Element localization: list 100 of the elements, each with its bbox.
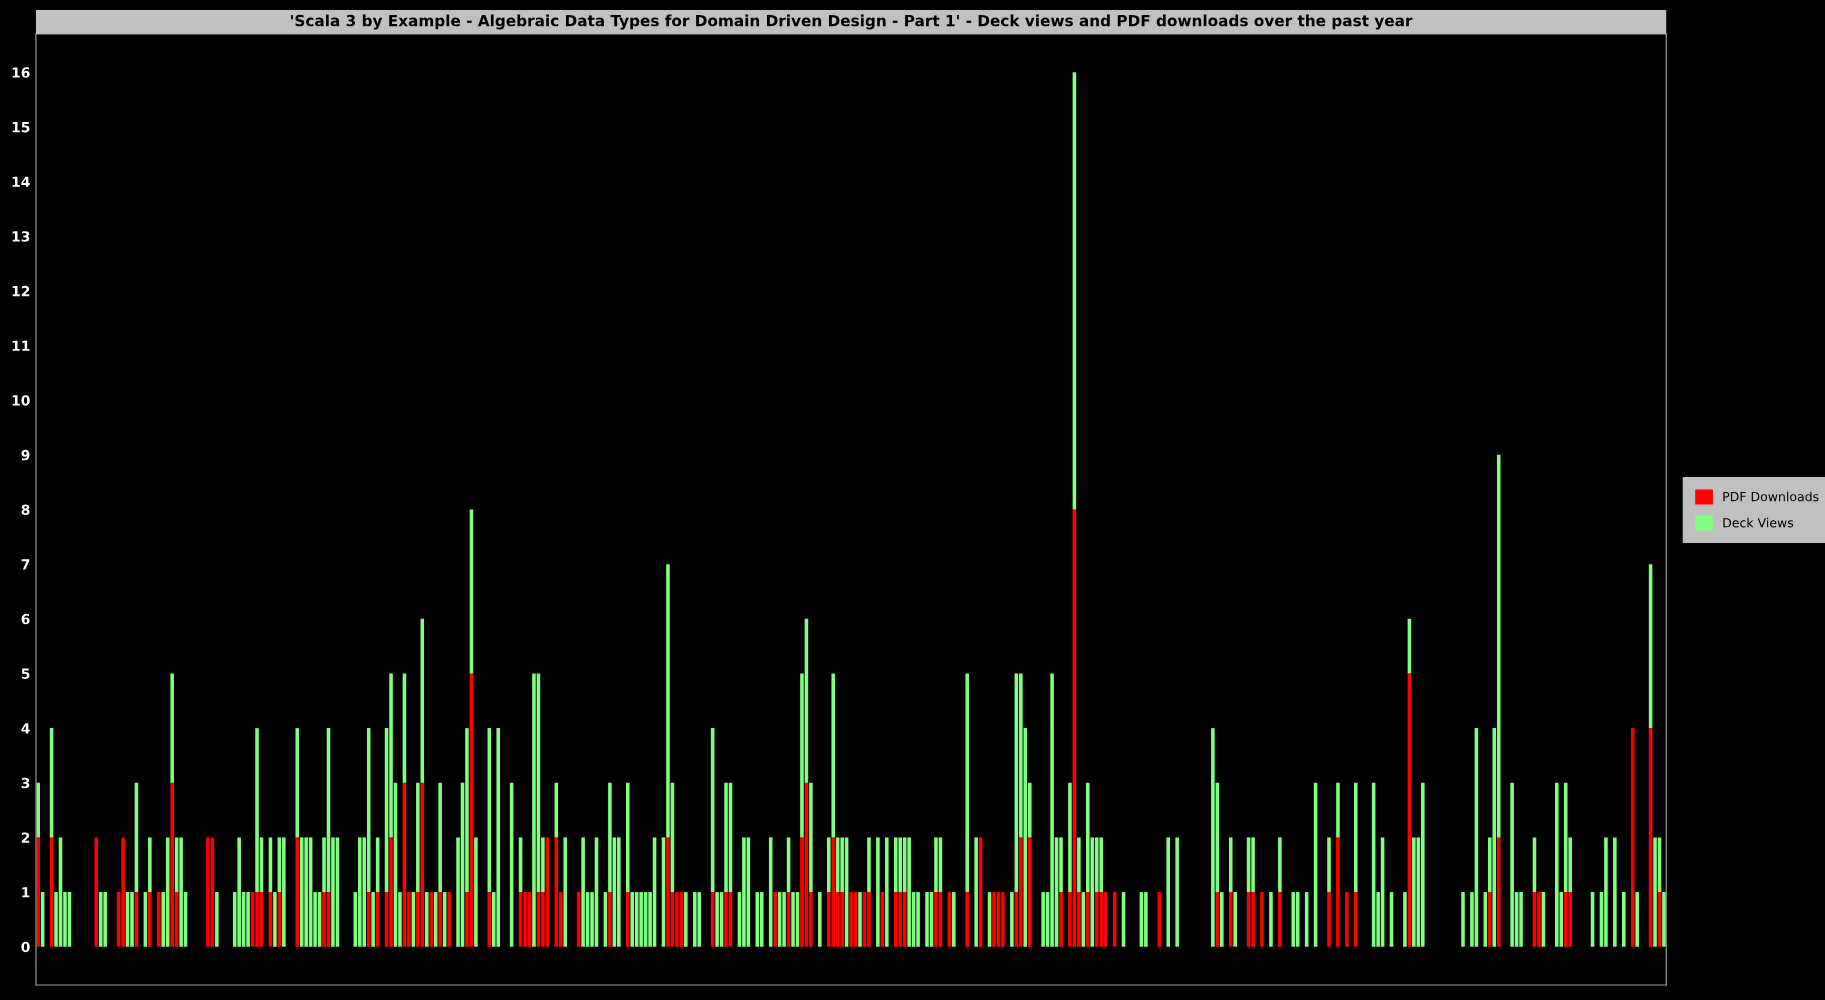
bar bbox=[1094, 892, 1099, 947]
bar bbox=[282, 837, 286, 947]
bar bbox=[1519, 892, 1523, 947]
bar bbox=[608, 892, 612, 947]
bar bbox=[1211, 728, 1215, 947]
bar bbox=[925, 892, 929, 947]
bar bbox=[1327, 892, 1331, 947]
bar bbox=[1555, 782, 1559, 947]
bar bbox=[867, 837, 871, 893]
bar bbox=[322, 892, 326, 947]
bar bbox=[876, 837, 880, 947]
bar bbox=[389, 837, 393, 947]
bar bbox=[1537, 892, 1541, 947]
bar bbox=[1041, 892, 1045, 947]
bar bbox=[371, 892, 375, 947]
bar bbox=[1412, 837, 1416, 947]
y-tick-label: 14 bbox=[12, 176, 30, 187]
bar bbox=[1295, 892, 1300, 947]
bar bbox=[1228, 837, 1233, 893]
bar bbox=[934, 892, 938, 947]
bar bbox=[1635, 892, 1639, 947]
bar bbox=[630, 892, 635, 947]
bar bbox=[246, 892, 250, 947]
bar bbox=[782, 892, 786, 947]
bar bbox=[1336, 837, 1340, 947]
bar bbox=[639, 892, 643, 947]
bar bbox=[666, 837, 670, 947]
bar bbox=[867, 892, 871, 947]
bar bbox=[1613, 837, 1617, 947]
bar bbox=[438, 782, 442, 893]
bar bbox=[1336, 782, 1340, 838]
bar bbox=[675, 892, 679, 947]
bar bbox=[724, 892, 728, 947]
bar bbox=[692, 892, 697, 947]
bar bbox=[1622, 892, 1626, 947]
bar bbox=[1010, 892, 1014, 947]
bar bbox=[1086, 892, 1090, 947]
bar bbox=[206, 837, 210, 947]
bar bbox=[831, 673, 836, 838]
bar bbox=[974, 837, 978, 947]
bar bbox=[791, 892, 795, 947]
bar bbox=[1099, 892, 1103, 947]
legend-label: PDF Downloads bbox=[1723, 491, 1819, 502]
bar bbox=[1099, 837, 1103, 893]
bar bbox=[826, 837, 831, 893]
bar bbox=[121, 837, 125, 947]
bar bbox=[255, 728, 259, 893]
bar bbox=[1630, 728, 1635, 947]
bar bbox=[1278, 837, 1282, 893]
bar bbox=[992, 892, 996, 947]
legend-label: Deck Views bbox=[1723, 517, 1794, 528]
bar bbox=[898, 837, 903, 893]
bar bbox=[1050, 673, 1054, 947]
y-tick-label: 11 bbox=[12, 340, 30, 351]
bar bbox=[1653, 837, 1657, 947]
bar bbox=[429, 892, 434, 947]
y-tick-label: 1 bbox=[22, 887, 30, 898]
y-tick-label: 4 bbox=[21, 723, 30, 734]
bar bbox=[416, 782, 420, 893]
y-tick-label: 6 bbox=[21, 613, 30, 625]
bar bbox=[1228, 892, 1233, 947]
bar bbox=[1059, 892, 1063, 947]
bar bbox=[1563, 892, 1568, 947]
bar bbox=[94, 837, 99, 947]
bar bbox=[916, 892, 920, 947]
bar bbox=[965, 673, 969, 893]
bar bbox=[1260, 892, 1264, 947]
bar bbox=[1496, 837, 1501, 947]
y-tick-label: 0 bbox=[21, 941, 30, 953]
bar bbox=[724, 782, 728, 893]
y-tick-label: 12 bbox=[12, 285, 30, 297]
bar bbox=[625, 782, 630, 893]
bar bbox=[170, 673, 174, 783]
chart-title: 'Scala 3 by Example - Algebraic Data Types for Domain Driven Design - Part 1' - Deck views and PDF downloads over the past year bbox=[291, 14, 1413, 30]
bar bbox=[1604, 837, 1608, 947]
bar bbox=[1027, 837, 1032, 947]
bar bbox=[625, 892, 630, 947]
bar bbox=[295, 837, 300, 947]
y-tick-label: 5 bbox=[21, 668, 30, 679]
bar bbox=[1345, 892, 1349, 947]
bar bbox=[170, 782, 174, 947]
bar bbox=[148, 892, 152, 947]
bar bbox=[1175, 837, 1179, 947]
bar bbox=[1001, 892, 1005, 947]
bar bbox=[849, 892, 853, 947]
bar bbox=[1077, 837, 1081, 893]
bar bbox=[447, 892, 451, 947]
bar bbox=[1510, 782, 1514, 947]
bar bbox=[818, 892, 822, 947]
bar bbox=[965, 892, 969, 947]
bar bbox=[1403, 892, 1407, 947]
y-tick-label: 9 bbox=[21, 449, 30, 461]
bar bbox=[1220, 892, 1224, 947]
bar bbox=[148, 837, 152, 893]
bar bbox=[215, 892, 219, 947]
bar bbox=[496, 728, 501, 947]
bar bbox=[165, 837, 170, 947]
bar bbox=[1563, 782, 1568, 893]
bar bbox=[1157, 892, 1162, 947]
bar bbox=[893, 892, 898, 947]
